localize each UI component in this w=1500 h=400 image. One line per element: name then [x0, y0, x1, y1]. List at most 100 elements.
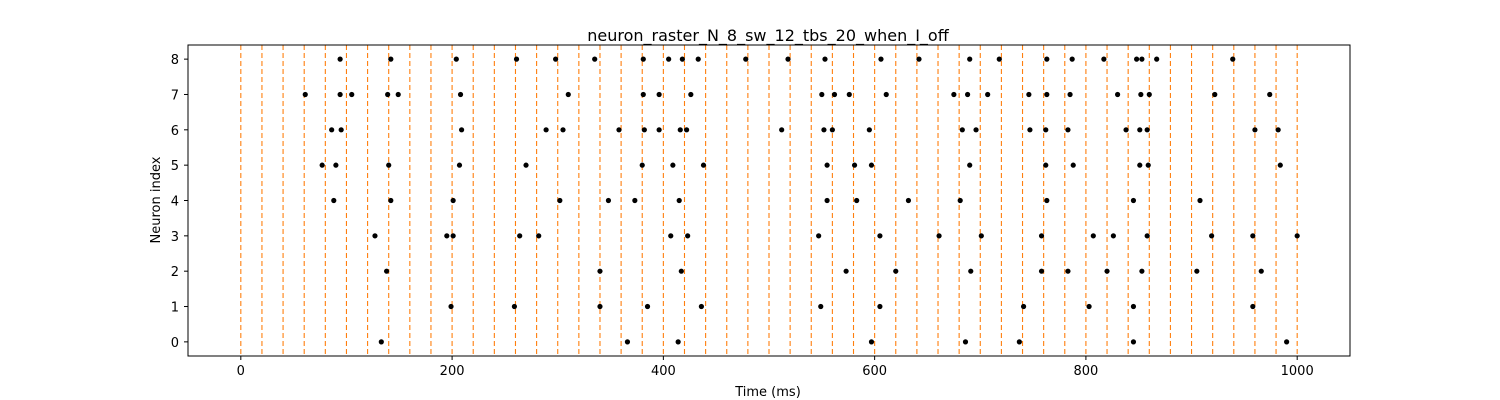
spike-point: [1252, 127, 1258, 133]
spike-point: [543, 127, 549, 133]
y-tick-label: 5: [171, 159, 179, 174]
spike-point: [523, 162, 529, 168]
spike-point: [967, 162, 973, 168]
spike-point: [843, 268, 849, 274]
spike-point: [1284, 339, 1290, 345]
spike-point: [962, 339, 969, 345]
spike-point: [536, 233, 542, 239]
spike-points-group: [302, 56, 1300, 345]
spike-point: [1130, 197, 1137, 204]
spike-point: [656, 127, 662, 133]
spike-point: [456, 162, 463, 168]
spike-point: [866, 127, 872, 133]
spike-point: [605, 197, 612, 204]
spike-point: [1070, 162, 1076, 168]
y-tick-label: 0: [171, 336, 179, 351]
spike-point: [1123, 127, 1129, 133]
spike-point: [372, 233, 378, 239]
spike-point: [1044, 197, 1050, 204]
spike-point: [996, 56, 1002, 62]
spike-point: [1027, 127, 1033, 133]
spike-point: [1212, 91, 1218, 98]
spike-point: [824, 162, 830, 168]
spike-point: [553, 56, 559, 62]
y-tick-label: 2: [171, 265, 179, 280]
spike-point: [1069, 56, 1075, 62]
spike-point: [383, 268, 390, 274]
spike-point: [1137, 162, 1143, 168]
spike-point: [1139, 268, 1145, 274]
spike-point: [640, 56, 646, 62]
spike-point: [385, 91, 391, 98]
spike-point: [560, 127, 566, 133]
spike-point: [1144, 233, 1150, 239]
x-tick-label: 1000: [1281, 364, 1314, 379]
spike-point: [951, 91, 957, 98]
spike-point: [640, 91, 646, 98]
spike-point: [1115, 91, 1121, 98]
spike-point: [1134, 56, 1140, 62]
spike-point: [868, 162, 875, 168]
spike-point: [1250, 233, 1256, 239]
spike-point: [331, 197, 337, 204]
spike-point: [513, 56, 520, 62]
spike-point: [677, 127, 683, 133]
spike-point: [616, 127, 622, 133]
spike-point: [1086, 303, 1092, 310]
spike-point: [329, 127, 335, 133]
spike-point: [978, 233, 984, 239]
spike-point: [1104, 268, 1110, 274]
spike-point: [678, 268, 684, 274]
x-tick-label: 200: [440, 364, 465, 379]
spike-point: [905, 197, 912, 204]
spike-point: [819, 91, 825, 98]
spike-point: [854, 197, 860, 204]
spike-point: [597, 303, 603, 310]
spike-point: [666, 56, 672, 62]
spike-point: [302, 91, 308, 98]
spike-point: [1067, 91, 1073, 98]
spike-point: [846, 91, 852, 98]
spike-point: [829, 127, 835, 133]
y-tick-label: 7: [171, 88, 179, 103]
spike-point: [453, 56, 459, 62]
spike-point: [639, 162, 645, 168]
spike-point: [1038, 233, 1045, 239]
y-tick-label: 3: [171, 230, 179, 245]
spike-point: [644, 303, 651, 310]
spike-point: [511, 303, 518, 310]
spike-point: [1267, 91, 1273, 98]
spike-point: [1065, 268, 1071, 274]
spike-point: [1275, 127, 1281, 133]
spike-point: [1137, 127, 1143, 133]
y-axis-ticks: 0 1 2 3 4 5 6 7 8: [171, 53, 188, 351]
spike-point: [395, 91, 401, 98]
x-tick-label: 600: [862, 364, 887, 379]
spike-point: [743, 56, 749, 62]
spike-point: [967, 56, 973, 62]
spike-point: [936, 233, 942, 239]
spike-point: [968, 268, 974, 274]
spike-point: [779, 127, 785, 133]
spike-point: [565, 91, 571, 98]
spike-point: [333, 162, 339, 168]
spike-point: [1130, 339, 1137, 345]
spike-point: [964, 91, 971, 98]
event-lines-group: [240, 45, 1298, 356]
spike-point: [458, 127, 465, 133]
spike-point: [388, 197, 394, 204]
x-axis-ticks: 0 200 400 600 800 1000: [237, 356, 1314, 379]
x-tick-label: 400: [651, 364, 676, 379]
spike-point: [877, 303, 883, 310]
spike-point: [957, 197, 963, 204]
spike-point: [676, 197, 682, 204]
spike-point: [457, 91, 464, 98]
spike-point: [386, 162, 392, 168]
spike-point: [684, 127, 690, 133]
x-tick-label: 800: [1073, 364, 1098, 379]
spike-point: [1146, 91, 1152, 98]
spike-point: [337, 56, 343, 62]
spike-point: [1020, 303, 1027, 310]
spike-point: [916, 56, 922, 62]
